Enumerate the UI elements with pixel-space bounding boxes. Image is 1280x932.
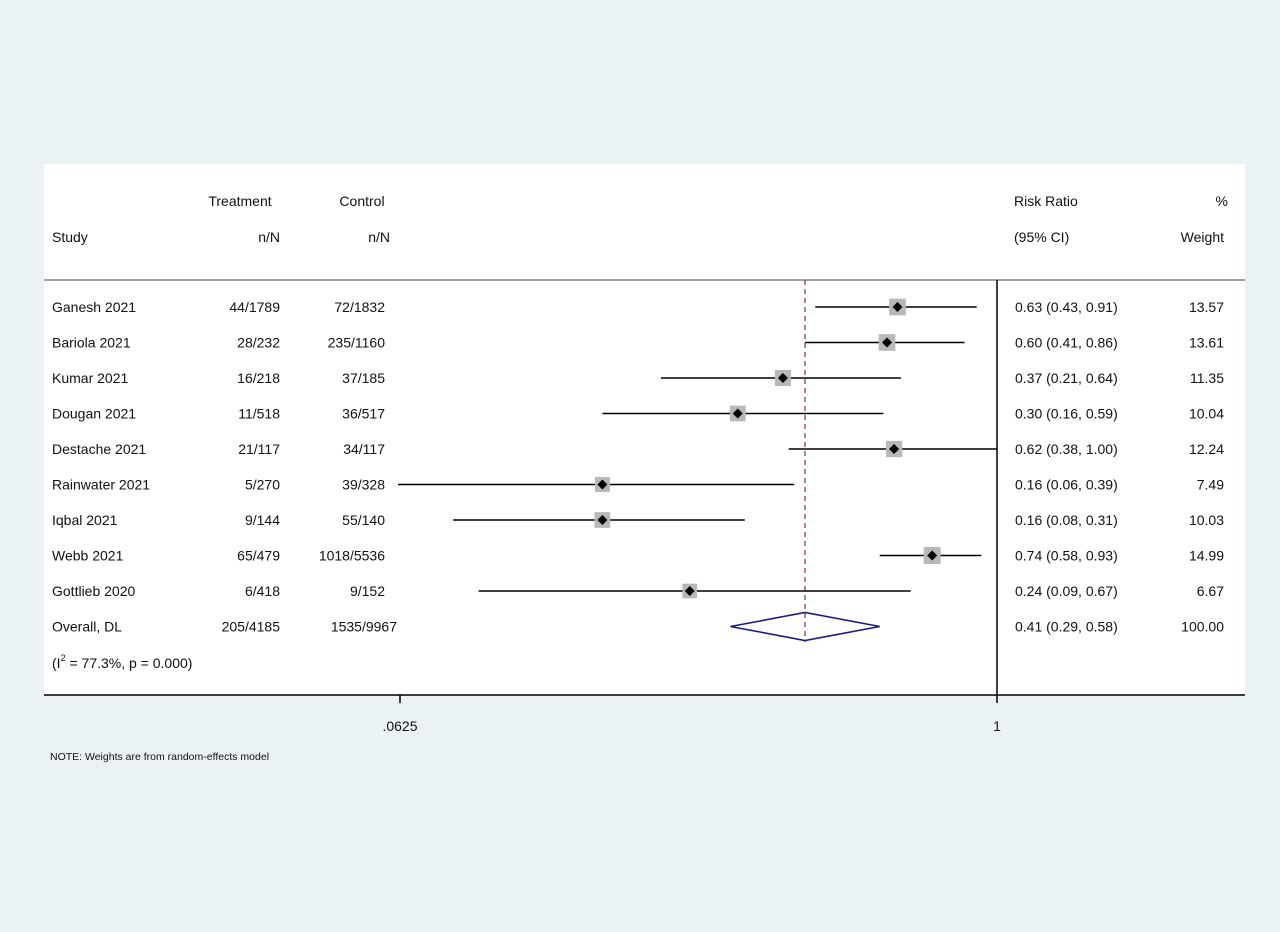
treatment-count: 44/1789 (229, 299, 280, 315)
treatment-count: 9/144 (245, 512, 280, 528)
weight-value: 7.49 (1197, 477, 1224, 493)
study-rows: Ganesh 2021 44/1789 72/1832 0.63 (0.43, 0.9… (52, 298, 1224, 642)
risk-ratio-ci: 0.37 (0.21, 0.64) (1015, 370, 1118, 386)
study-row: Kumar 2021 16/218 37/185 0.37 (0.21, 0.64) 1… (52, 369, 1224, 387)
weight-value: 10.03 (1189, 512, 1224, 528)
weight-value: 12.24 (1189, 441, 1224, 457)
control-count: 9/152 (350, 583, 385, 599)
study-row: Ganesh 2021 44/1789 72/1832 0.63 (0.43, 0.9… (52, 298, 1224, 316)
risk-ratio-ci: 0.62 (0.38, 1.00) (1015, 441, 1118, 457)
study-name: Ganesh 2021 (52, 299, 136, 315)
weight-value: 13.57 (1189, 299, 1224, 315)
overall-risk-ratio-ci: 0.41 (0.29, 0.58) (1015, 619, 1118, 635)
plot-panel (44, 164, 1245, 695)
control-count: 235/1160 (328, 335, 386, 351)
overall-diamond (730, 611, 880, 642)
treatment-count: 16/218 (237, 370, 280, 386)
weight-value: 10.04 (1189, 406, 1224, 422)
study-row: Webb 2021 65/479 1018/5536 0.74 (0.58, 0.93… (52, 547, 1224, 564)
x-tick-label: 1 (993, 718, 1001, 734)
point-estimate (684, 586, 695, 596)
weight-value: 6.67 (1197, 583, 1224, 599)
point-estimate (597, 479, 608, 490)
treatment-count: 5/270 (245, 477, 280, 493)
treatment-count: 6/418 (245, 583, 280, 599)
risk-ratio-ci: 0.60 (0.41, 0.86) (1015, 335, 1118, 351)
heterogeneity-label: (I2 = 77.3%, p = 0.000) (52, 653, 192, 671)
study-row: Rainwater 2021 5/270 39/328 0.16 (0.06, 0.3… (52, 477, 1224, 493)
point-estimate (732, 408, 743, 419)
study-name: Dougan 2021 (52, 406, 136, 422)
point-estimate (882, 337, 893, 348)
study-name: Webb 2021 (52, 548, 124, 564)
control-header: Control (339, 193, 384, 209)
risk-ratio-ci: 0.30 (0.16, 0.59) (1015, 406, 1118, 422)
control-count: 1018/5536 (319, 548, 385, 564)
study-row: Iqbal 2021 9/144 55/140 0.16 (0.08, 0.31) 10… (52, 512, 1224, 528)
study-row: Bariola 2021 28/232 235/1160 0.60 (0.41, 0.… (52, 334, 1224, 351)
risk-ratio-header: Risk Ratio (1014, 193, 1078, 209)
study-name: Gottlieb 2020 (52, 583, 135, 599)
treatment-nN-header: n/N (258, 229, 280, 245)
weight-value: 13.61 (1189, 335, 1224, 351)
study-name: Kumar 2021 (52, 370, 128, 386)
risk-ratio-ci: 0.16 (0.08, 0.31) (1015, 512, 1118, 528)
study-header: Study (52, 229, 88, 245)
control-nN-header: n/N (368, 229, 390, 245)
overall-label: Overall, DL (52, 619, 122, 635)
risk-ratio-ci: 0.16 (0.06, 0.39) (1015, 477, 1118, 493)
point-estimate (597, 515, 608, 525)
study-name: Bariola 2021 (52, 335, 131, 351)
weight-header: Weight (1181, 229, 1224, 245)
study-name: Destache 2021 (52, 441, 146, 457)
weights-note: NOTE: Weights are from random-effects mo… (50, 751, 269, 763)
x-tick-label: .0625 (382, 718, 417, 734)
point-estimate (889, 444, 900, 454)
control-count: 39/328 (342, 477, 385, 493)
point-estimate (777, 373, 788, 383)
study-row: Destache 2021 21/117 34/117 0.62 (0.38, 1.0… (52, 440, 1224, 458)
study-row: Dougan 2021 11/518 36/517 0.30 (0.16, 0.59)… (52, 406, 1224, 422)
overall-control: 1535/9967 (331, 619, 397, 635)
control-count: 55/140 (342, 512, 385, 528)
study-row: Gottlieb 2020 6/418 9/152 0.24 (0.09, 0.67)… (52, 583, 1224, 599)
study-name: Rainwater 2021 (52, 477, 150, 493)
treatment-count: 28/232 (237, 335, 280, 351)
treatment-header: Treatment (208, 193, 271, 209)
overall-weight: 100.00 (1181, 619, 1224, 635)
study-name: Iqbal 2021 (52, 512, 118, 528)
risk-ratio-ci: 0.24 (0.09, 0.67) (1015, 583, 1118, 599)
overall-row: Overall, DL 205/4185 1535/9967 0.41 (0.29, … (52, 611, 1224, 642)
x-axis-ticks: .0625 1 (382, 695, 1001, 734)
overall-treatment: 205/4185 (222, 619, 281, 635)
treatment-count: 65/479 (237, 548, 280, 564)
risk-ratio-ci: 0.74 (0.58, 0.93) (1015, 548, 1118, 564)
point-estimate (927, 550, 938, 561)
control-count: 72/1832 (334, 299, 385, 315)
risk-ratio-ci: 0.63 (0.43, 0.91) (1015, 299, 1118, 315)
treatment-count: 21/117 (238, 441, 280, 457)
control-count: 37/185 (342, 370, 385, 386)
weight-percent-header: % (1216, 193, 1228, 209)
control-count: 34/117 (343, 441, 385, 457)
control-count: 36/517 (342, 406, 385, 422)
treatment-count: 11/518 (238, 406, 280, 422)
weight-value: 11.35 (1190, 370, 1224, 386)
weight-value: 14.99 (1189, 548, 1224, 564)
ci-header: (95% CI) (1014, 229, 1069, 245)
point-estimate (892, 302, 903, 312)
